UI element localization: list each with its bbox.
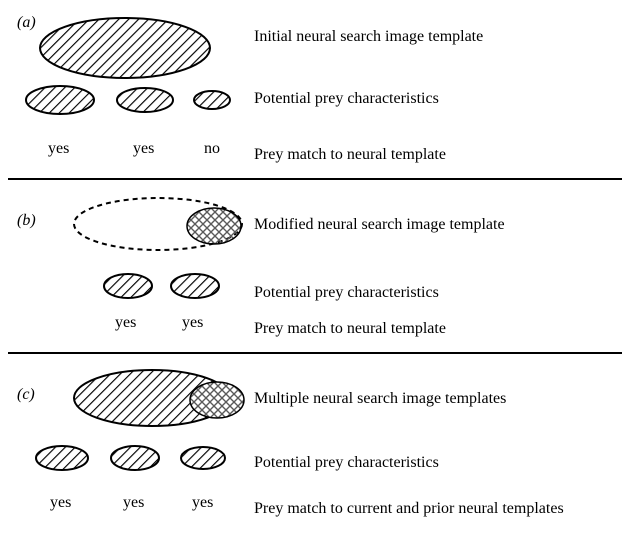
panel-a-match-3: no — [204, 140, 220, 158]
panel-b-match-2: yes — [182, 314, 203, 332]
panel-b-prey-1 — [104, 274, 152, 298]
panel-a-caption-1: Initial neural search image template — [254, 28, 483, 46]
panel-a-match-2: yes — [133, 140, 154, 158]
panel-c-caption-1: Multiple neural search image templates — [254, 390, 506, 408]
panel-c-template-small — [190, 382, 244, 418]
panel-b-caption-3: Prey match to neural template — [254, 320, 446, 338]
panel-c-prey-2 — [111, 446, 159, 470]
panel-c-match-3: yes — [192, 494, 213, 512]
panel-a-match-1: yes — [48, 140, 69, 158]
panel-c-caption-3: Prey match to current and prior neural t… — [254, 500, 564, 518]
panel-b-label: (b) — [17, 212, 36, 230]
panel-b-prey-2 — [171, 274, 219, 298]
panel-c-caption-2: Potential prey characteristics — [254, 454, 439, 472]
panel-c-prey-3 — [181, 447, 225, 469]
panel-a-caption-2: Potential prey characteristics — [254, 90, 439, 108]
panel-c-match-1: yes — [50, 494, 71, 512]
figure: (a) Initial neural search image template… — [0, 0, 630, 534]
panel-b-match-1: yes — [115, 314, 136, 332]
panel-b-caption-1: Modified neural search image template — [254, 216, 505, 234]
panel-c-prey-1 — [36, 446, 88, 470]
panel-c-match-2: yes — [123, 494, 144, 512]
divider-1 — [8, 178, 622, 180]
panel-a-label: (a) — [17, 14, 36, 32]
panel-a-prey-1 — [26, 86, 94, 114]
panel-a-prey-2 — [117, 88, 173, 112]
panel-b-caption-2: Potential prey characteristics — [254, 284, 439, 302]
panel-a-prey-3 — [194, 91, 230, 109]
panel-b-template-filled — [187, 208, 241, 244]
divider-2 — [8, 352, 622, 354]
panel-a-template-ellipse — [40, 18, 210, 78]
panel-a-caption-3: Prey match to neural template — [254, 146, 446, 164]
panel-c-label: (c) — [17, 386, 35, 404]
